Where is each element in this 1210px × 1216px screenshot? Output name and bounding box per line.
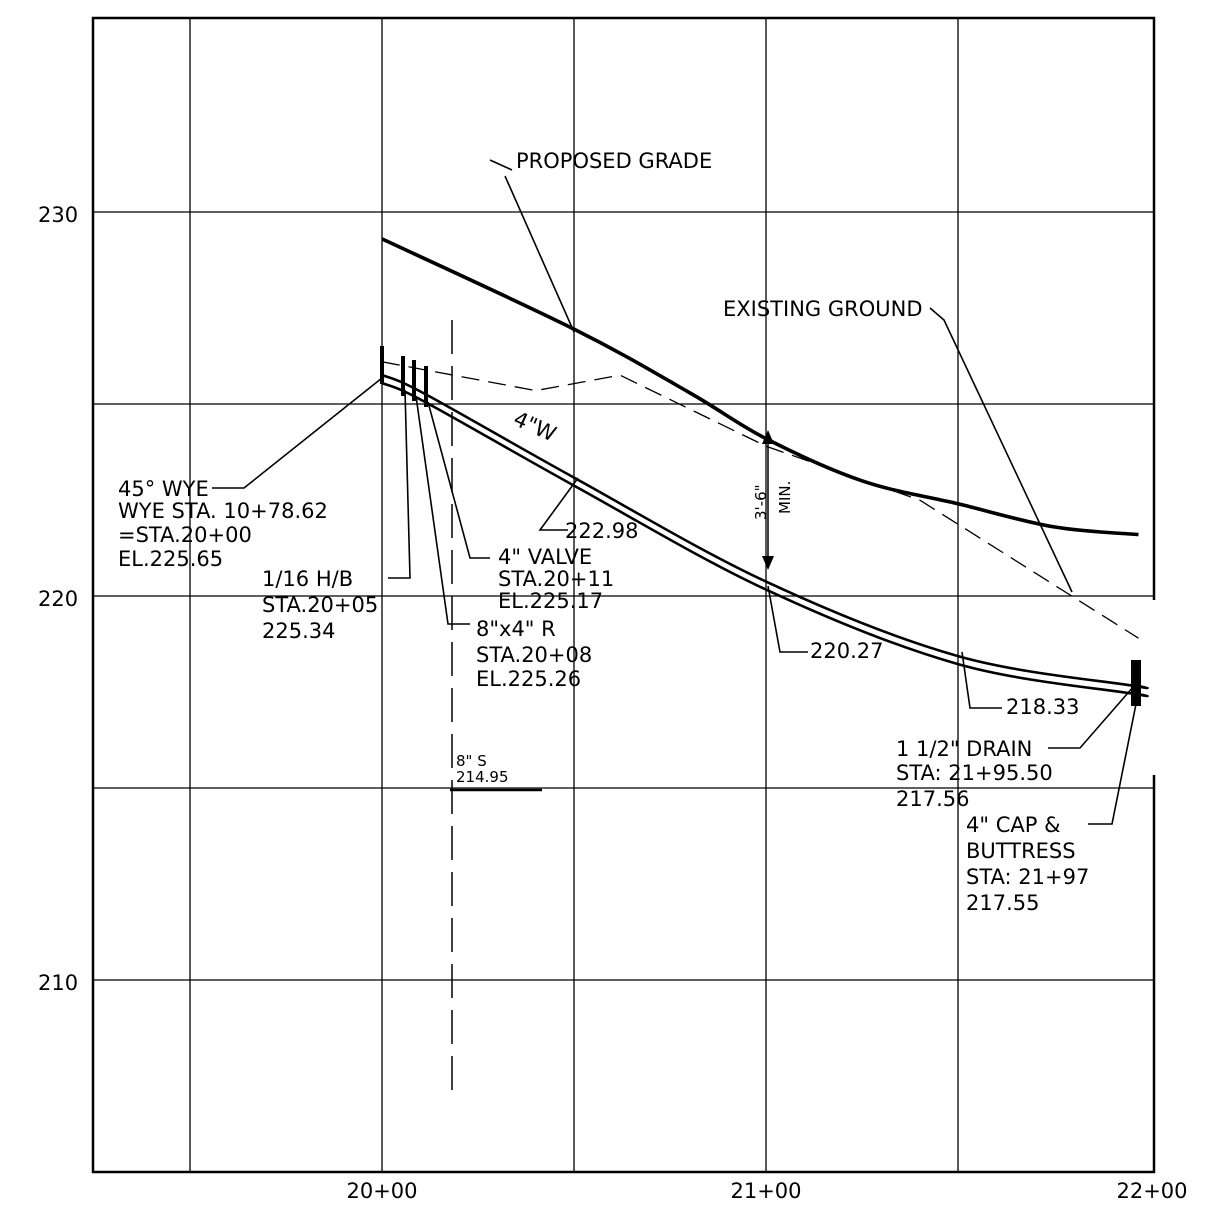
existing-ground-leader [929, 307, 1073, 593]
x-tick-label: 21+00 [730, 1179, 801, 1203]
elev-218-leader [961, 651, 1002, 709]
elevation-label: 220.27 [810, 639, 883, 663]
cap-label-line: 217.55 [966, 891, 1039, 915]
reducer-label-line: STA.20+08 [476, 643, 592, 667]
drain-label-line: 217.56 [896, 787, 969, 811]
x-tick-label: 22+00 [1116, 1179, 1187, 1203]
drain-leader [1048, 685, 1135, 749]
valve-label-line: STA.20+11 [498, 567, 614, 591]
y-tick-label: 220 [38, 587, 78, 611]
leaders [212, 159, 1139, 825]
grid [93, 18, 1154, 1172]
water-main-label: 4"W [510, 407, 560, 447]
annotations: PROPOSED GRADE EXISTING GROUND 4"W 45° W… [118, 149, 1089, 915]
min-cover-label: 3'-6" [752, 484, 770, 520]
elevation-label: 218.33 [1006, 695, 1079, 719]
drain-label-line: STA: 21+95.50 [896, 761, 1053, 785]
plot-frame [91, 16, 1156, 1174]
y-tick-label: 230 [38, 203, 78, 227]
x-tick-label: 20+00 [346, 1179, 417, 1203]
y-tick-label: 210 [38, 971, 78, 995]
fittings [380, 346, 1141, 706]
sewer-crossing: 8" S 214.95 [450, 320, 542, 1090]
elev-222-leader [538, 477, 579, 531]
sewer-elevation: 214.95 [456, 768, 509, 786]
wye-label-line: WYE STA. 10+78.62 [118, 499, 328, 523]
valve-label-line: 4" VALVE [498, 545, 592, 569]
sewer-label: 8" S [456, 752, 487, 770]
water-main-top-line [381, 373, 1149, 690]
hb-label-line: STA.20+05 [262, 593, 378, 617]
valve-label-line: EL.225.17 [498, 589, 603, 613]
min-cover-sublabel: MIN. [776, 481, 794, 514]
cap-label-line: STA: 21+97 [966, 865, 1089, 889]
reducer-leader [415, 395, 470, 625]
existing-ground-label: EXISTING GROUND [723, 297, 923, 321]
hb-label-line: 1/16 H/B [262, 567, 353, 591]
wye-label-line: 45° WYE [118, 477, 209, 501]
wye-label-line: EL.225.65 [118, 547, 223, 571]
proposed-grade-line [381, 237, 1139, 537]
existing-ground-line [381, 361, 1139, 639]
cap-label-line: 4" CAP & [966, 813, 1060, 837]
wye-leader [212, 377, 383, 489]
reducer-label-line: 8"x4" R [476, 617, 556, 641]
cap-leader [1088, 693, 1139, 825]
reducer-label-line: EL.225.26 [476, 667, 581, 691]
proposed-grade-leader [489, 159, 575, 333]
hb-leader [388, 389, 411, 579]
cap-label-line: BUTTRESS [966, 839, 1076, 863]
valve-leader [427, 401, 490, 559]
hb-label-line: 225.34 [262, 619, 335, 643]
proposed-grade-label: PROPOSED GRADE [516, 149, 712, 173]
wye-label-line: =STA.20+00 [118, 523, 252, 547]
cap-buttress-fitting [1131, 660, 1141, 706]
elevation-label: 222.98 [565, 519, 638, 543]
min-cover-dimension: 3'-6" MIN. [752, 430, 794, 570]
elev-220-leader [767, 585, 808, 653]
drain-label-line: 1 1/2" DRAIN [896, 737, 1032, 761]
